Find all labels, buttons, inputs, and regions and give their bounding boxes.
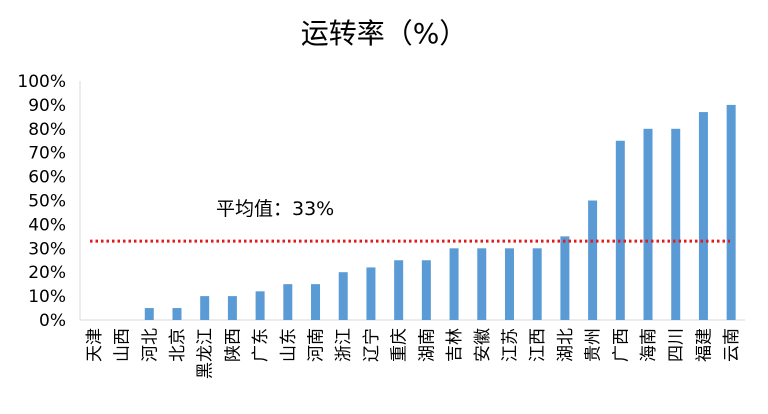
bar <box>477 248 487 320</box>
x-tick-label: 山西 <box>113 328 133 362</box>
y-tick-label: 70% <box>28 144 66 164</box>
bar <box>449 248 459 320</box>
x-tick-label: 浙江 <box>334 328 354 362</box>
bar <box>698 112 708 320</box>
y-tick-label: 50% <box>28 192 66 212</box>
x-tick-label: 河北 <box>140 328 160 362</box>
x-tick-label: 黑龙江 <box>196 328 216 379</box>
average-annotation: 平均值：33% <box>216 198 335 220</box>
bar <box>366 267 376 320</box>
bar <box>338 272 348 320</box>
y-tick-label: 30% <box>28 239 66 259</box>
y-tick-label: 20% <box>28 263 66 283</box>
x-tick-label: 海南 <box>639 328 659 362</box>
x-tick-label: 福建 <box>694 328 714 362</box>
bar <box>255 291 265 320</box>
x-tick-label: 江西 <box>528 328 548 362</box>
bar <box>615 140 625 320</box>
x-tick-label: 北京 <box>168 328 188 362</box>
bar <box>532 248 542 320</box>
bar <box>311 284 321 320</box>
x-tick-label: 湖北 <box>556 328 576 362</box>
x-tick-label: 河南 <box>307 328 327 362</box>
x-tick-label: 重庆 <box>390 328 410 362</box>
x-tick-label: 云南 <box>722 328 742 362</box>
bar <box>671 128 681 320</box>
x-tick-label: 辽宁 <box>362 328 382 362</box>
x-tick-label: 广西 <box>611 328 631 362</box>
y-tick-label: 90% <box>28 96 66 116</box>
bar <box>227 296 237 320</box>
y-axis-ticks: 0% 10% 20% 30% 40% 50% 60% 70% 80% 90% 100% <box>17 72 66 331</box>
x-tick-label: 四川 <box>667 328 687 362</box>
bar <box>726 104 736 321</box>
x-tick-label: 山东 <box>279 328 299 362</box>
x-tick-label: 贵州 <box>584 328 604 362</box>
bar <box>394 260 404 320</box>
bar <box>643 128 653 320</box>
bar <box>421 260 431 320</box>
x-tick-label: 湖南 <box>417 328 437 362</box>
bars-group <box>144 104 736 321</box>
bar <box>504 248 514 320</box>
y-tick-label: 10% <box>28 287 66 307</box>
bar <box>560 236 570 320</box>
bar <box>200 296 210 320</box>
y-tick-label: 0% <box>39 311 66 331</box>
chart-title: 运转率（%） <box>300 17 468 50</box>
y-tick-label: 60% <box>28 168 66 188</box>
bar <box>144 308 154 320</box>
bar <box>588 200 598 320</box>
x-axis-labels: 天津 山西 河北 北京 黑龙江 陕西 广东 山东 河南 浙江 辽宁 重庆 湖南 吉林 安徽 江苏 江西 湖北 贵州广… <box>85 328 742 379</box>
x-tick-label: 江苏 <box>500 328 520 362</box>
x-tick-label: 陕西 <box>223 328 243 362</box>
x-tick-label: 天津 <box>85 328 105 362</box>
bar <box>172 308 182 320</box>
x-tick-label: 安徽 <box>473 328 493 362</box>
x-tick-label: 广东 <box>251 328 271 362</box>
y-tick-label: 40% <box>28 215 66 235</box>
y-tick-label: 100% <box>17 72 66 92</box>
y-tick-label: 80% <box>28 120 66 140</box>
x-tick-label: 吉林 <box>445 328 465 362</box>
bar <box>283 284 293 320</box>
